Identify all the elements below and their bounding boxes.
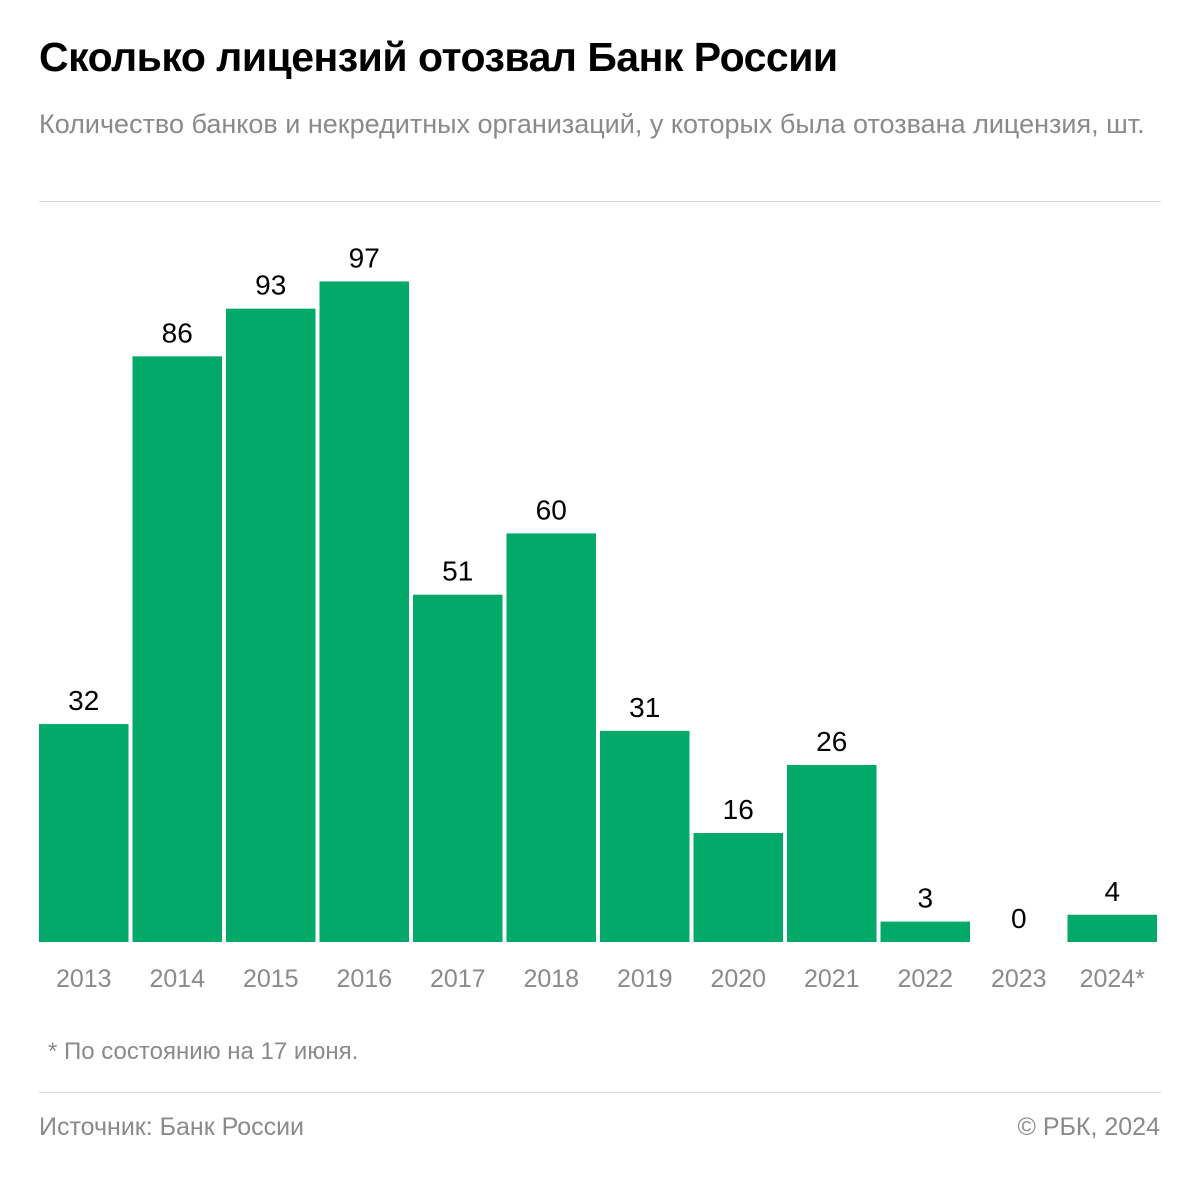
chart-title: Сколько лицензий отозвал Банк России	[39, 34, 838, 80]
value-label: 4	[1104, 876, 1120, 907]
bar	[132, 356, 222, 943]
bar	[1067, 914, 1157, 942]
x-tick-label: 2016	[336, 965, 392, 993]
x-tick-label: 2017	[430, 965, 486, 993]
value-label: 51	[442, 556, 473, 587]
x-tick-label: 2013	[56, 965, 112, 993]
bar	[319, 281, 409, 942]
value-label: 60	[536, 494, 567, 525]
bar	[880, 921, 970, 942]
value-label: 93	[255, 270, 286, 301]
value-label: 32	[68, 685, 99, 716]
divider	[39, 201, 1161, 202]
value-label: 16	[723, 794, 754, 825]
x-tick-label: 2015	[243, 965, 299, 993]
bar	[226, 308, 316, 942]
divider	[39, 1092, 1161, 1093]
x-tick-label: 2020	[710, 965, 766, 993]
chart-subtitle: Количество банков и некредитных организа…	[39, 109, 1145, 139]
value-label: 31	[629, 692, 660, 723]
value-label: 0	[1011, 903, 1027, 934]
value-label: 86	[162, 317, 193, 348]
copyright: © РБК, 2024	[1017, 1113, 1160, 1141]
x-tick-label: 2014	[149, 965, 205, 993]
x-tick-label: 2024*	[1080, 965, 1146, 993]
x-tick-label: 2023	[991, 965, 1047, 993]
bar	[506, 533, 596, 942]
value-label: 3	[917, 883, 933, 914]
bar	[600, 730, 690, 942]
value-label: 26	[816, 726, 847, 757]
x-tick-label: 2018	[523, 965, 579, 993]
x-tick-label: 2021	[804, 965, 860, 993]
bar	[787, 764, 877, 942]
x-tick-label: 2022	[897, 965, 953, 993]
bar	[39, 724, 129, 942]
bar	[693, 833, 783, 942]
value-label: 97	[349, 242, 380, 273]
x-tick-label: 2019	[617, 965, 673, 993]
footnote: * По состоянию на 17 июня.	[48, 1038, 359, 1065]
source: Источник: Банк России	[39, 1113, 305, 1141]
bar	[413, 594, 503, 942]
